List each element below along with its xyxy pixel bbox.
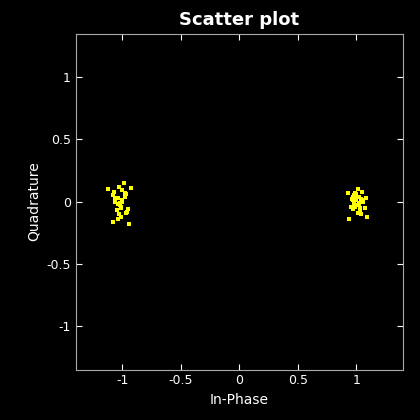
Line: Channel 1: Channel 1 xyxy=(106,181,369,226)
Channel 1 xyxy=(118,203,123,208)
Channel 1 xyxy=(113,197,118,202)
Title: Scatter plot: Scatter plot xyxy=(179,11,299,29)
Channel 1 xyxy=(120,188,125,193)
X-axis label: In-Phase: In-Phase xyxy=(210,393,269,407)
Channel 1 xyxy=(110,193,116,198)
Channel 1 xyxy=(354,198,359,203)
Channel 1 xyxy=(357,209,362,214)
Channel 1 xyxy=(114,208,119,213)
Y-axis label: Quadrature: Quadrature xyxy=(27,162,41,242)
Channel 1 xyxy=(121,181,126,186)
Channel 1 xyxy=(127,221,132,226)
Channel 1 xyxy=(106,186,111,192)
